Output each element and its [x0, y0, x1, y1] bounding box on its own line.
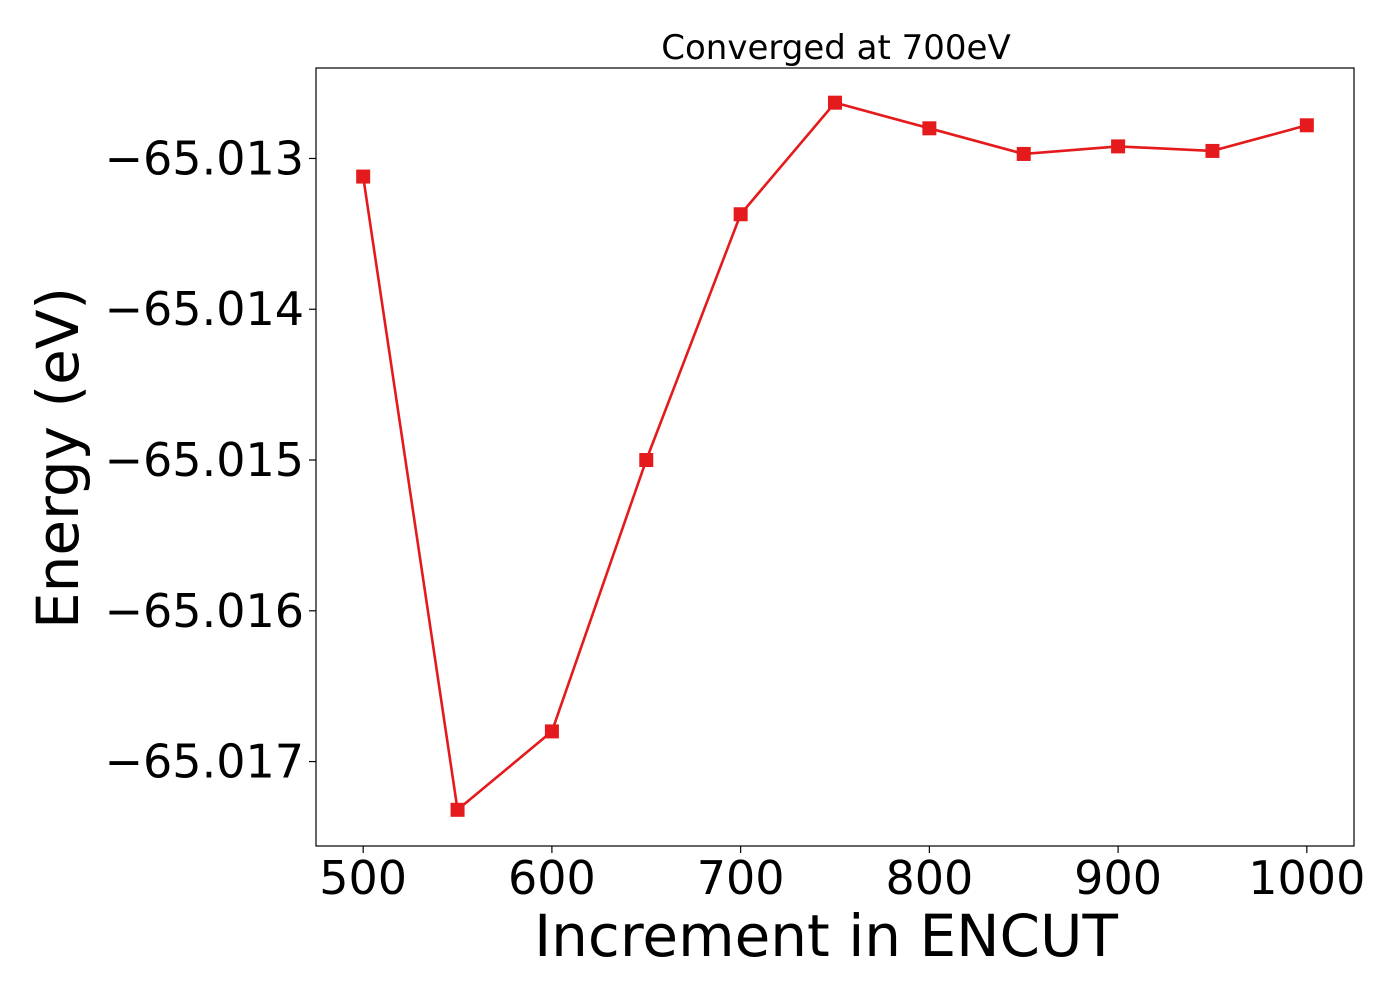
x-tick-label: 500	[319, 851, 407, 905]
x-tick-label: 700	[697, 851, 785, 905]
y-tick-label: −65.013	[105, 131, 305, 185]
data-point-marker	[450, 802, 465, 817]
chart-title: Converged at 700eV	[661, 28, 1010, 68]
axes: 500 600 700 800 900 1000 −65.013 −65.014 −65.015…	[105, 131, 1366, 905]
y-tick-label: −65.017	[105, 735, 305, 789]
data-point-marker	[1016, 146, 1031, 161]
y-tick-label: −65.016	[105, 584, 305, 638]
x-tick-label: 800	[885, 851, 973, 905]
data-point-marker	[639, 453, 654, 468]
data-point-marker	[828, 95, 842, 110]
x-tick-label: 900	[1074, 851, 1162, 905]
data-point-marker	[1205, 143, 1220, 158]
y-axis-title: Energy (eV)	[24, 287, 92, 629]
data-point-marker	[544, 724, 559, 739]
x-axis-title: Increment in ENCUT	[534, 902, 1118, 970]
y-tick-label: −65.014	[105, 282, 305, 336]
data-point-marker	[922, 121, 937, 136]
x-tick-label: 600	[508, 851, 596, 905]
plot-frame	[315, 67, 1355, 847]
y-tick-label: −65.015	[105, 433, 305, 487]
data-point-marker	[1111, 139, 1126, 154]
data-point-marker	[356, 169, 371, 184]
x-tick-label: 1000	[1248, 851, 1365, 905]
data-point-marker	[733, 207, 748, 222]
series-group	[356, 95, 1314, 817]
data-point-marker	[1299, 118, 1314, 133]
